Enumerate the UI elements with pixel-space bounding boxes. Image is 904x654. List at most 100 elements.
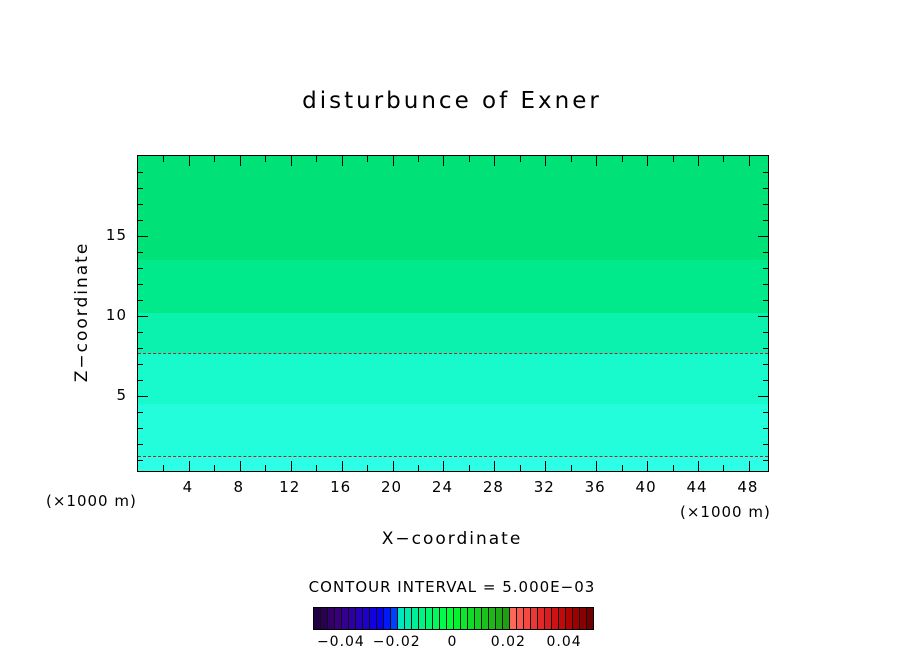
x-axis-tick xyxy=(392,461,394,471)
x-axis-unit: (×1000 m) xyxy=(680,503,771,521)
x-tick-label: 16 xyxy=(330,478,352,496)
x-axis-tick xyxy=(698,156,699,166)
colorbar-strip xyxy=(475,608,482,629)
x-tick-label: 4 xyxy=(182,478,194,496)
colorbar xyxy=(313,607,594,630)
x-axis-tick xyxy=(698,461,699,471)
x-axis-tick xyxy=(647,156,649,166)
y-axis-tick xyxy=(763,331,768,333)
x-axis-tick xyxy=(519,156,521,162)
y-axis-tick xyxy=(763,187,768,189)
y-axis-tick xyxy=(138,379,143,381)
x-axis-tick xyxy=(723,465,725,471)
x-axis-tick xyxy=(392,156,394,166)
colorbar-strip xyxy=(587,608,593,629)
y-axis-tick xyxy=(138,187,143,189)
y-axis-tick xyxy=(138,235,148,237)
x-axis-tick xyxy=(367,156,369,162)
y-axis-tick xyxy=(758,395,768,397)
contour-line xyxy=(138,455,768,457)
y-axis-tick xyxy=(763,379,768,381)
plot-area xyxy=(137,155,769,472)
colorbar-strip xyxy=(559,608,566,629)
colorbar-strip xyxy=(573,608,580,629)
x-axis-label: X−coordinate xyxy=(381,529,523,549)
colorbar-strip xyxy=(482,608,489,629)
colorbar-tick-label: 0.02 xyxy=(490,634,526,650)
x-axis-tick xyxy=(367,465,369,471)
y-axis-tick xyxy=(763,427,768,429)
fill-band xyxy=(138,312,768,353)
x-axis-tick xyxy=(570,465,572,471)
x-axis-tick xyxy=(163,156,165,162)
fill-band xyxy=(138,352,768,404)
x-tick-label: 36 xyxy=(584,478,606,496)
x-axis-tick xyxy=(214,156,216,162)
colorbar-strip xyxy=(545,608,552,629)
x-axis-tick xyxy=(647,461,649,471)
y-axis-tick xyxy=(763,411,768,413)
y-axis-tick xyxy=(138,427,143,429)
x-tick-label: 12 xyxy=(279,478,301,496)
colorbar-tick-label: 0 xyxy=(447,634,458,650)
y-axis-tick xyxy=(763,251,768,253)
contour-interval-note: CONTOUR INTERVAL = 5.000E−03 xyxy=(308,578,596,596)
x-tick-label: 40 xyxy=(635,478,657,496)
y-axis-label: Z−coordinate xyxy=(72,241,92,383)
x-axis-tick xyxy=(621,465,623,471)
y-axis-tick xyxy=(763,267,768,269)
colorbar-strip xyxy=(384,608,391,629)
colorbar-tick-label: −0.04 xyxy=(316,634,365,650)
fill-band xyxy=(138,403,768,456)
y-axis-tick xyxy=(763,443,768,445)
colorbar-strip xyxy=(566,608,573,629)
y-axis-tick xyxy=(138,299,143,301)
y-axis-tick xyxy=(763,203,768,205)
x-tick-label: 28 xyxy=(482,478,504,496)
colorbar-tick-label: −0.02 xyxy=(372,634,421,650)
x-axis-tick xyxy=(239,156,241,166)
y-tick-label: 10 xyxy=(105,305,127,324)
colorbar-strip xyxy=(398,608,405,629)
x-axis-tick xyxy=(545,461,547,471)
colorbar-strip xyxy=(552,608,559,629)
y-axis-tick xyxy=(763,347,768,349)
y-tick-label: 15 xyxy=(105,225,127,244)
colorbar-strip xyxy=(468,608,475,629)
x-axis-tick xyxy=(341,461,343,471)
colorbar-strip xyxy=(349,608,356,629)
x-tick-label: 20 xyxy=(380,478,403,496)
fill-band xyxy=(138,455,768,471)
x-tick-label: 32 xyxy=(533,478,555,496)
colorbar-strip xyxy=(363,608,370,629)
y-axis-tick xyxy=(763,219,768,221)
x-axis-tick xyxy=(316,465,318,471)
y-axis-tick xyxy=(138,315,148,317)
chart-title: disturbunce of Exner xyxy=(302,88,602,114)
colorbar-tick-label: 0.04 xyxy=(546,634,582,650)
y-axis-tick xyxy=(138,219,143,221)
y-axis-unit: (×1000 m) xyxy=(46,492,137,510)
x-axis-tick xyxy=(214,465,216,471)
x-tick-label: 48 xyxy=(737,478,759,496)
x-axis-tick xyxy=(570,156,572,162)
colorbar-strip xyxy=(503,608,510,629)
x-axis-tick xyxy=(468,156,470,162)
y-axis-tick xyxy=(763,171,768,173)
x-axis-tick xyxy=(723,156,725,162)
colorbar-strip xyxy=(440,608,447,629)
colorbar-strip xyxy=(433,608,440,629)
y-axis-tick xyxy=(758,315,768,317)
colorbar-strip xyxy=(391,608,398,629)
x-axis-tick xyxy=(290,461,292,471)
fill-band xyxy=(138,156,768,260)
y-tick-label: 5 xyxy=(116,385,127,404)
x-axis-tick xyxy=(519,465,521,471)
x-axis-tick xyxy=(468,465,470,471)
x-axis-tick xyxy=(672,465,674,471)
x-axis-tick xyxy=(748,156,750,166)
colorbar-strip xyxy=(524,608,531,629)
colorbar-strip xyxy=(314,608,321,629)
colorbar-strip xyxy=(531,608,538,629)
y-axis-tick xyxy=(763,459,768,461)
